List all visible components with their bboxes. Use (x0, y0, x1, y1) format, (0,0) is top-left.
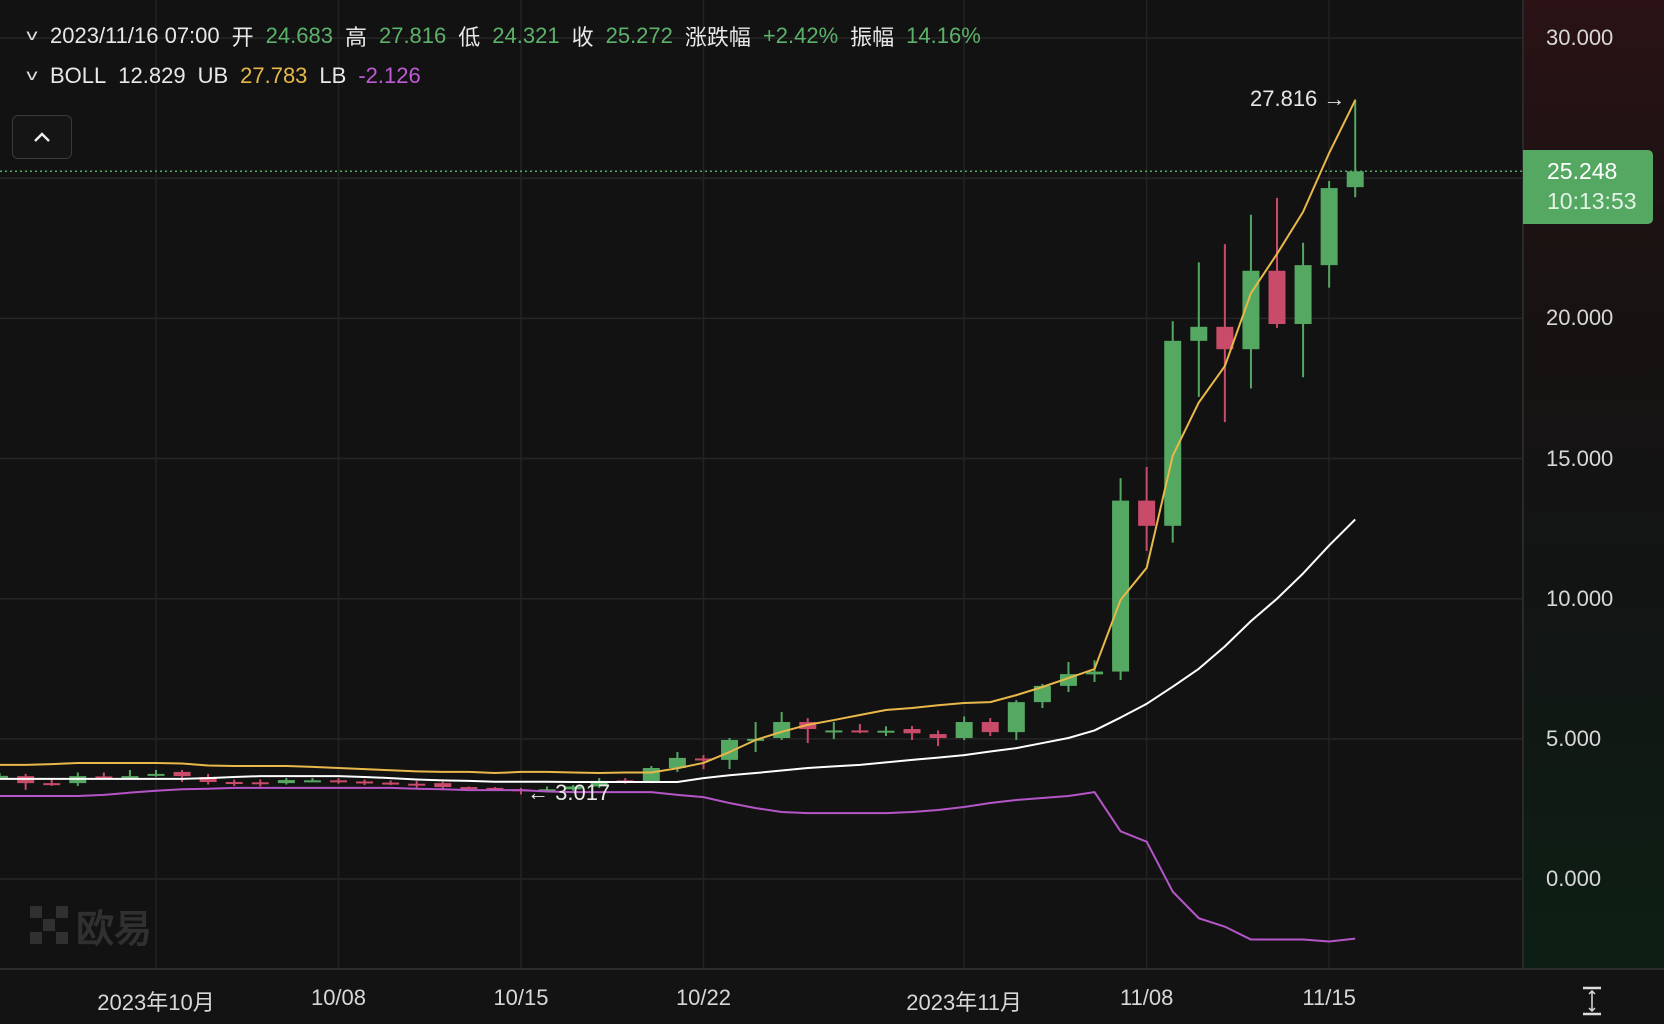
price-tick-label: 30.000 (1546, 25, 1614, 51)
candle-body-down (929, 734, 947, 739)
price-axis[interactable] (1522, 0, 1664, 968)
candle-body-down (408, 783, 426, 786)
candle-body-down (694, 758, 712, 761)
amplitude-label: 振幅 (850, 25, 895, 50)
candle-body-down (251, 782, 269, 785)
chevron-down-icon[interactable]: v (26, 67, 38, 84)
candlestick-chart[interactable] (0, 0, 1522, 968)
price-tick-label: 5.000 (1546, 725, 1602, 751)
candle-body-down (329, 780, 347, 783)
change-value: +2.42% (762, 23, 839, 48)
candle-body-up (590, 780, 608, 787)
change-label: 涨跌幅 (684, 25, 751, 50)
candle-body-up (1346, 171, 1364, 188)
candle-body-down (356, 781, 374, 784)
candle-body-down (1138, 500, 1156, 526)
chevron-up-icon (34, 132, 50, 142)
watermark-text: 欧易 (76, 909, 153, 951)
auto-scale-icon[interactable] (1580, 986, 1604, 1016)
candle-body-down (486, 787, 504, 790)
candle-datetime: 2023/11/16 07:00 (50, 23, 220, 48)
candle-body-up (721, 739, 739, 760)
candle-body-up (825, 730, 843, 733)
boll-name: BOLL (50, 63, 107, 88)
candle-body-down (851, 730, 869, 733)
boll-header: v BOLL 12.829 UB 27.783 LB -2.126 (26, 63, 433, 89)
last-price-tag: 25.248 10:13:53 (1523, 150, 1653, 224)
lb-value: -2.126 (358, 63, 421, 88)
collapse-indicators-button[interactable] (12, 115, 72, 159)
low-label: 低 (458, 25, 481, 50)
max-price-annotation: 27.816 → (1250, 86, 1346, 111)
amplitude-value: 14.16% (906, 23, 981, 48)
date-tick-label: 11/08 (1119, 985, 1174, 1010)
open-value: 24.683 (265, 23, 333, 48)
close-label: 收 (571, 25, 594, 50)
candle-body-up (668, 757, 686, 769)
date-tick-label: 10/15 (493, 985, 549, 1010)
candle-body-up (1086, 671, 1104, 675)
date-tick-label: 2023年11月 (906, 990, 1023, 1015)
candle-body-down (981, 722, 999, 733)
candle-body-up (1059, 674, 1077, 686)
candle-body-up (277, 780, 295, 784)
price-tick-label: 0.000 (1546, 866, 1602, 891)
candle-body-down (199, 776, 217, 783)
candle-body-down (382, 782, 400, 785)
date-tick-label: 2023年10月 (97, 990, 215, 1015)
date-tick-label: 10/08 (310, 985, 367, 1010)
candle-body-down (95, 776, 113, 779)
candle-body-down (173, 771, 191, 777)
candle-body-down (1216, 326, 1234, 350)
ub-value: 27.783 (240, 63, 308, 88)
candle-body-down (1268, 270, 1286, 325)
boll-lower-band (0, 786, 1356, 943)
date-tick-label: 11/15 (1302, 985, 1356, 1010)
candle-body-up (955, 722, 973, 739)
chevron-down-icon[interactable]: v (26, 27, 38, 44)
candle-body-up (1007, 702, 1025, 733)
boll-mid-value: 12.829 (118, 63, 186, 88)
min-price-annotation: ← 3.017 (527, 780, 611, 805)
candle-body-up (642, 768, 660, 783)
candle-body-up (1164, 340, 1182, 526)
candle-body-up (1320, 188, 1338, 266)
candle-body-up (1190, 326, 1208, 341)
candle-body-up (1033, 685, 1051, 703)
okx-watermark: 欧易 (30, 898, 152, 953)
okx-logo-icon (30, 905, 68, 944)
high-value: 27.816 (378, 23, 447, 48)
candle-body-down (225, 782, 243, 785)
ub-label: UB (197, 63, 229, 88)
candle-body-up (147, 773, 165, 776)
candle-body-up (564, 786, 582, 790)
date-tick-label: 10/22 (675, 985, 731, 1010)
high-label: 高 (344, 25, 367, 50)
candle-body-down (43, 783, 61, 786)
boll-middle-band (0, 518, 1356, 784)
low-value: 24.321 (492, 23, 560, 48)
price-tick-label: 15.000 (1546, 445, 1614, 471)
candle-body-up (1242, 270, 1260, 350)
last-price: 25.248 (1547, 158, 1618, 184)
time-axis[interactable] (0, 968, 1664, 1024)
candle-body-up (1294, 265, 1312, 325)
candle-body-up (1112, 500, 1130, 672)
candle-body-up (303, 780, 321, 783)
candle-body-down (434, 783, 452, 788)
close-value: 25.272 (605, 23, 673, 48)
candle-countdown: 10:13:53 (1547, 188, 1637, 214)
candle-body-up (877, 730, 895, 733)
ohlc-header: v 2023/11/16 07:00 开 24.683 高 27.816 低 2… (26, 20, 993, 52)
price-tick-label: 10.000 (1546, 585, 1614, 611)
lb-label: LB (319, 63, 347, 88)
candle-body-up (0, 775, 9, 778)
price-tick-label: 20.000 (1546, 305, 1614, 331)
candle-body-down (460, 787, 478, 790)
boll-upper-band (0, 99, 1357, 775)
candle-body-up (121, 776, 139, 779)
candle-body-up (538, 789, 556, 792)
candle-body-down (903, 729, 921, 734)
open-label: 开 (231, 25, 254, 50)
